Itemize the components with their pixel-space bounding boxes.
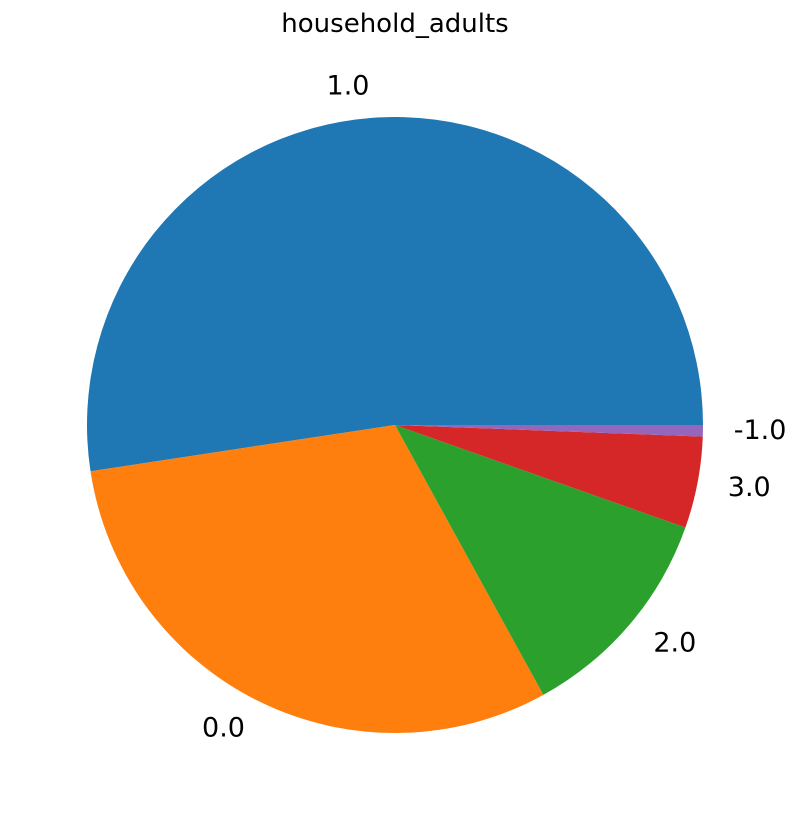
pie-label-1.0: 1.0 xyxy=(327,71,370,102)
pie-label-2.0: 2.0 xyxy=(653,628,696,659)
chart-title: household_adults xyxy=(281,9,508,39)
pie-slice--1.0 xyxy=(395,425,703,437)
pie-labels: 1.0 0.0 2.0 3.0 -1.0 xyxy=(202,71,786,744)
pie-slice-3.0 xyxy=(395,425,703,528)
pie-label--1.0: -1.0 xyxy=(734,415,787,446)
pie-slices xyxy=(87,116,703,733)
pie-slice-1.0 xyxy=(87,116,703,472)
pie-label-3.0: 3.0 xyxy=(728,472,771,503)
pie-slice-2.0 xyxy=(395,425,686,695)
pie-label-0.0: 0.0 xyxy=(202,712,245,743)
pie-slice-0.0 xyxy=(90,425,544,733)
